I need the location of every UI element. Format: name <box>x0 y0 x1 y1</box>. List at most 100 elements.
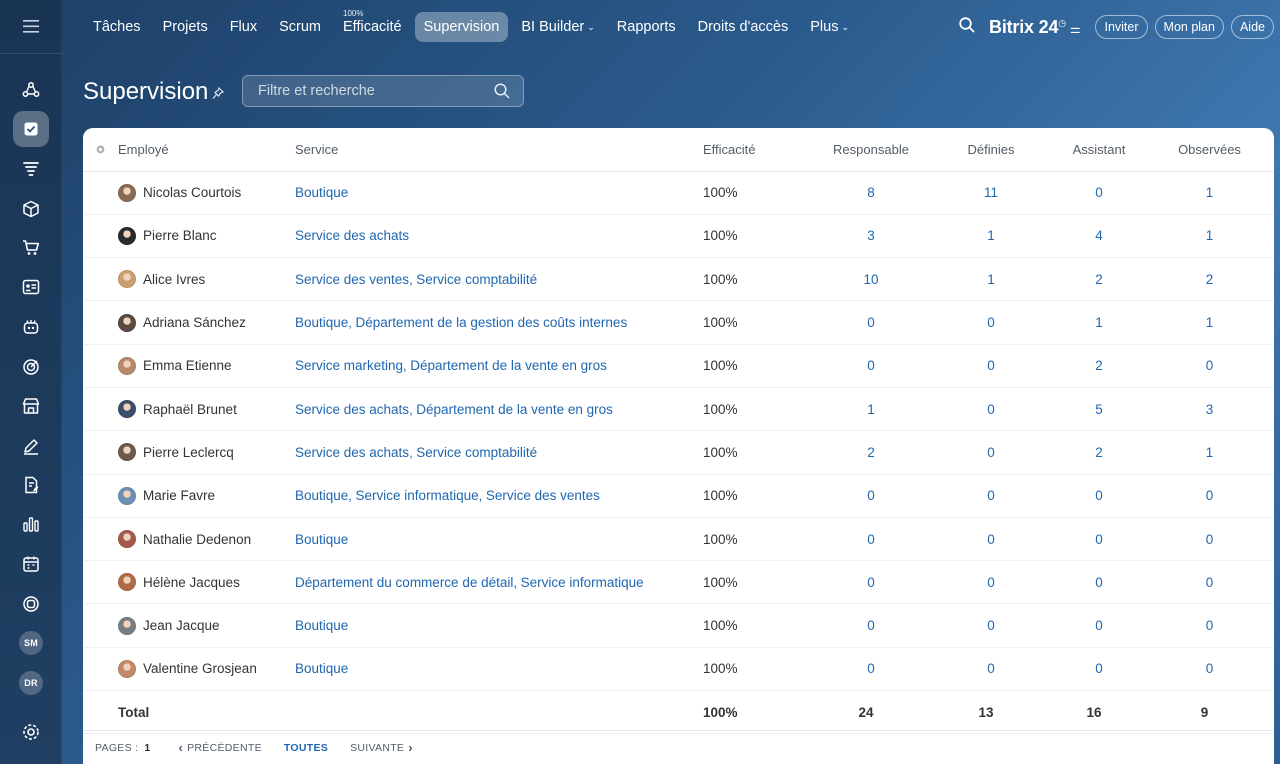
employee-name[interactable]: Emma Etienne <box>143 358 232 374</box>
document-edit-icon[interactable] <box>13 467 49 503</box>
observed-count-link[interactable]: 1 <box>1205 444 1214 460</box>
defined-count-link[interactable]: 0 <box>987 358 995 374</box>
employee-name[interactable]: Adriana Sánchez <box>143 315 246 331</box>
service-link[interactable]: Service comptabilité <box>416 444 538 460</box>
responsible-count-link[interactable]: 3 <box>867 228 875 244</box>
filter-search-icon[interactable] <box>494 83 510 104</box>
service-link[interactable]: Boutique <box>295 488 349 504</box>
employee-name[interactable]: Pierre Leclercq <box>143 444 234 460</box>
service-link[interactable]: Département du commerce de détail <box>295 574 514 590</box>
service-link[interactable]: Département de la vente en gros <box>410 358 607 374</box>
service-link[interactable]: Département de la vente en gros <box>416 401 613 417</box>
employee[interactable]: Marie Favre <box>118 486 295 505</box>
assistant-count-link[interactable]: 4 <box>1095 228 1103 244</box>
header-efficiency[interactable]: Efficacité <box>703 128 813 172</box>
employee-name[interactable]: Raphaël Brunet <box>143 401 237 417</box>
box-icon[interactable] <box>13 191 49 227</box>
responsible-count-link[interactable]: 0 <box>867 315 875 331</box>
target-icon[interactable] <box>13 349 49 385</box>
tab-plus[interactable]: Plus ⌄ <box>801 12 858 42</box>
defined-count-link[interactable]: 0 <box>987 444 995 460</box>
tune-icon[interactable]: ⚌ <box>1069 21 1081 36</box>
support-icon[interactable] <box>13 586 49 622</box>
defined-count-link[interactable]: 0 <box>987 531 995 547</box>
service-link[interactable]: Service des achats <box>295 228 410 244</box>
observed-count-link[interactable]: 2 <box>1205 271 1214 287</box>
next-page-link[interactable]: SUIVANTE › <box>350 740 417 755</box>
defined-count-link[interactable]: 1 <box>987 228 995 244</box>
assistant-count-link[interactable]: 2 <box>1095 358 1103 374</box>
service-link[interactable]: Boutique <box>295 661 349 677</box>
responsible-count-link[interactable]: 0 <box>867 574 875 590</box>
responsible-count-link[interactable]: 0 <box>867 488 875 504</box>
employee[interactable]: Nicolas Courtois <box>118 183 295 202</box>
defined-count-link[interactable]: 0 <box>987 315 995 331</box>
defined-count-link[interactable]: 0 <box>987 574 995 590</box>
service-link[interactable]: Boutique <box>295 531 349 547</box>
filter-search-input[interactable] <box>243 76 483 106</box>
assistant-count-link[interactable]: 0 <box>1095 574 1103 590</box>
sign-pen-icon[interactable] <box>13 428 49 464</box>
service-link[interactable]: Service des achats <box>295 444 410 460</box>
all-pages-link[interactable]: TOUTES <box>283 741 329 754</box>
service-link[interactable]: Département de la gestion des coûts inte… <box>355 315 628 331</box>
employee[interactable]: Pierre Leclercq <box>118 443 295 462</box>
assistant-count-link[interactable]: 2 <box>1095 271 1103 287</box>
observed-count-link[interactable]: 1 <box>1205 315 1214 331</box>
assistant-count-link[interactable]: 0 <box>1095 661 1103 677</box>
assistant-count-link[interactable]: 0 <box>1095 618 1103 634</box>
settings-gear-icon[interactable] <box>13 714 49 750</box>
employee[interactable]: Pierre Blanc <box>118 226 295 245</box>
previous-page-link[interactable]: ‹ PRÉCÉDENTE <box>174 740 261 755</box>
tab-scrum[interactable]: Scrum <box>270 12 330 42</box>
tab-supervision[interactable]: Supervision <box>414 12 509 42</box>
employee[interactable]: Valentine Grosjean <box>118 659 295 678</box>
observed-count-link[interactable]: 1 <box>1205 185 1214 201</box>
defined-count-link[interactable]: 0 <box>987 661 995 677</box>
brand-logo[interactable]: Bitrix 24◷ ⚌ <box>989 17 1081 38</box>
contact-card-icon[interactable] <box>13 269 49 305</box>
employee[interactable]: Raphaël Brunet <box>118 400 295 419</box>
observed-count-link[interactable]: 0 <box>1205 661 1214 677</box>
service-link[interactable]: Service des achats <box>295 401 410 417</box>
employee-name[interactable]: Hélène Jacques <box>143 574 240 590</box>
responsible-count-link[interactable]: 8 <box>867 185 875 201</box>
funnel-icon[interactable] <box>13 151 49 187</box>
store-icon[interactable] <box>13 388 49 424</box>
responsible-count-link[interactable]: 0 <box>867 358 875 374</box>
calendar-icon[interactable] <box>13 546 49 582</box>
filter-search-box[interactable] <box>242 75 524 107</box>
sidebar-avatar-sm[interactable]: SM <box>19 631 43 655</box>
current-page-number[interactable]: 1 <box>144 741 151 754</box>
employee-name[interactable]: Nicolas Courtois <box>143 185 242 201</box>
cart-icon[interactable] <box>13 230 49 266</box>
defined-count-link[interactable]: 0 <box>987 618 995 634</box>
defined-count-link[interactable]: 1 <box>987 271 995 287</box>
service-link[interactable]: Service informatique <box>520 574 644 590</box>
observed-count-link[interactable]: 0 <box>1205 574 1214 590</box>
employee[interactable]: Emma Etienne <box>118 356 295 375</box>
service-link[interactable]: Service comptabilité <box>416 271 538 287</box>
responsible-count-link[interactable]: 0 <box>867 531 875 547</box>
service-link[interactable]: Boutique <box>295 315 349 331</box>
responsible-count-link[interactable]: 0 <box>867 661 875 677</box>
service-link[interactable]: Service des ventes <box>295 271 410 287</box>
responsible-count-link[interactable]: 0 <box>867 618 875 634</box>
tab-flux[interactable]: Flux <box>221 12 266 42</box>
tab-efficacite[interactable]: 100% Efficacité <box>334 9 411 42</box>
observed-count-link[interactable]: 0 <box>1205 358 1214 374</box>
employee-name[interactable]: Valentine Grosjean <box>143 661 257 677</box>
employee-name[interactable]: Jean Jacque <box>143 618 220 634</box>
search-icon[interactable] <box>959 16 975 38</box>
employee-name[interactable]: Alice Ivres <box>143 271 206 287</box>
service-link[interactable]: Service informatique <box>355 488 479 504</box>
defined-count-link[interactable]: 0 <box>987 401 995 417</box>
tab-taches[interactable]: Tâches <box>84 12 150 42</box>
employee-name[interactable]: Nathalie Dedenon <box>143 531 252 547</box>
defined-count-link[interactable]: 0 <box>987 488 995 504</box>
assistant-count-link[interactable]: 1 <box>1095 315 1103 331</box>
my-plan-button[interactable]: Mon plan <box>1154 15 1224 39</box>
robot-icon[interactable] <box>13 309 49 345</box>
observed-count-link[interactable]: 3 <box>1205 401 1214 417</box>
defined-count-link[interactable]: 11 <box>983 185 998 201</box>
